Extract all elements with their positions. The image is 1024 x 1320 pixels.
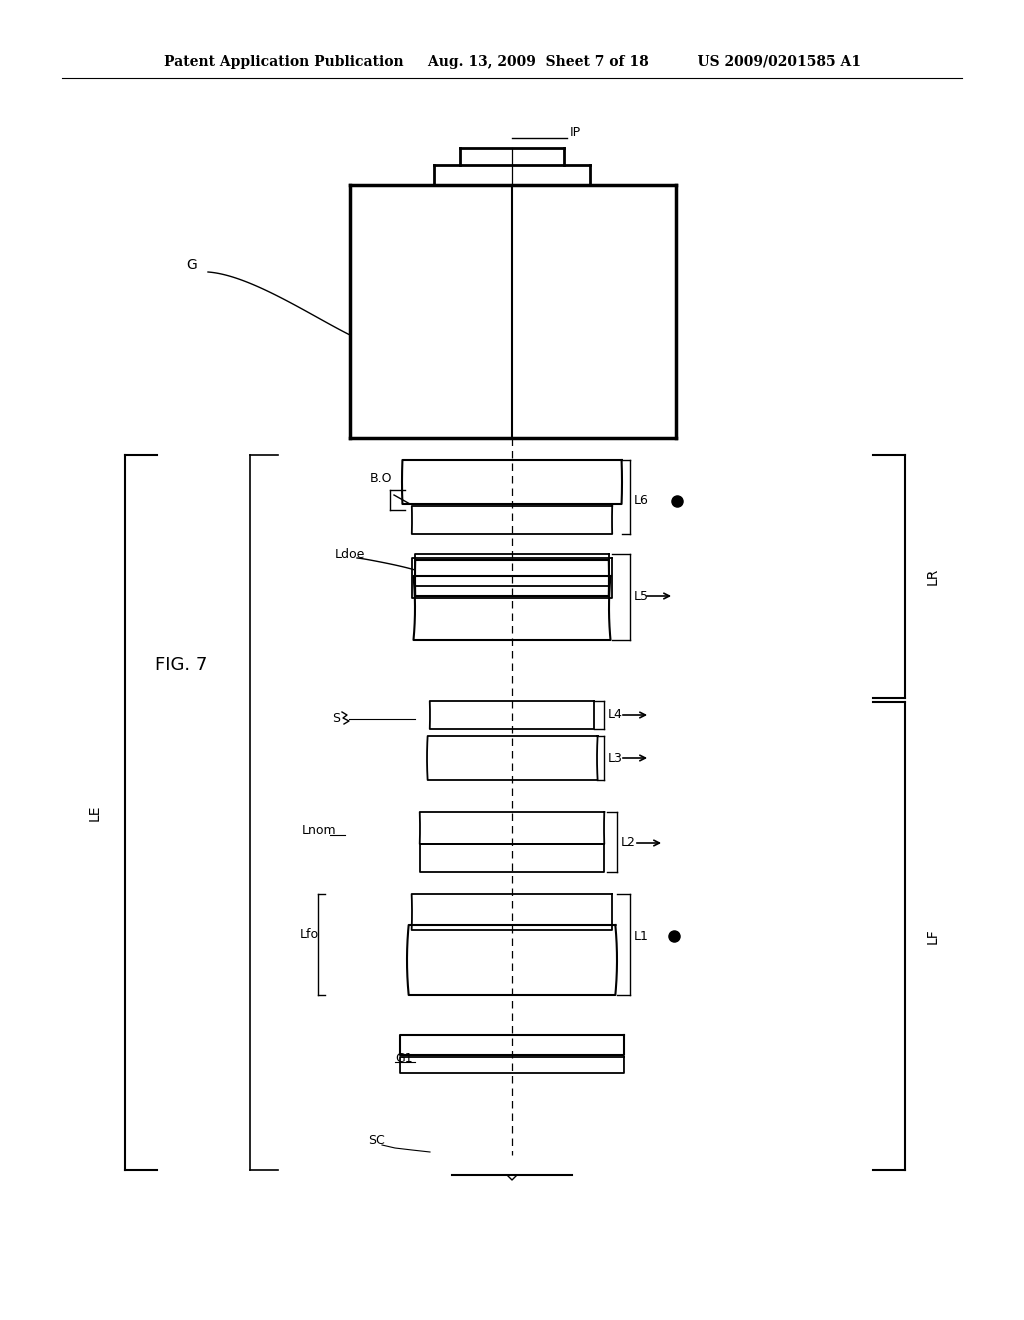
Text: Lnom: Lnom (302, 824, 337, 837)
Text: L6: L6 (634, 495, 649, 507)
Text: Ldoe: Ldoe (335, 549, 366, 561)
Text: L3: L3 (608, 751, 623, 764)
Text: FIG. 7: FIG. 7 (155, 656, 208, 675)
Text: LR: LR (926, 568, 940, 585)
Text: SC: SC (368, 1134, 385, 1147)
Text: L4: L4 (608, 709, 623, 722)
Text: Patent Application Publication     Aug. 13, 2009  Sheet 7 of 18          US 2009: Patent Application Publication Aug. 13, … (164, 55, 860, 69)
Text: G: G (186, 257, 198, 272)
Text: L2: L2 (621, 837, 636, 850)
Text: G1: G1 (395, 1052, 413, 1064)
Text: LF: LF (926, 928, 940, 944)
Text: B.O: B.O (370, 471, 392, 484)
Text: L1: L1 (634, 929, 649, 942)
Text: LE: LE (88, 804, 102, 821)
Text: S: S (332, 711, 340, 725)
Text: Lfo: Lfo (300, 928, 319, 941)
Text: L5: L5 (634, 590, 649, 602)
Text: IP: IP (570, 127, 582, 140)
